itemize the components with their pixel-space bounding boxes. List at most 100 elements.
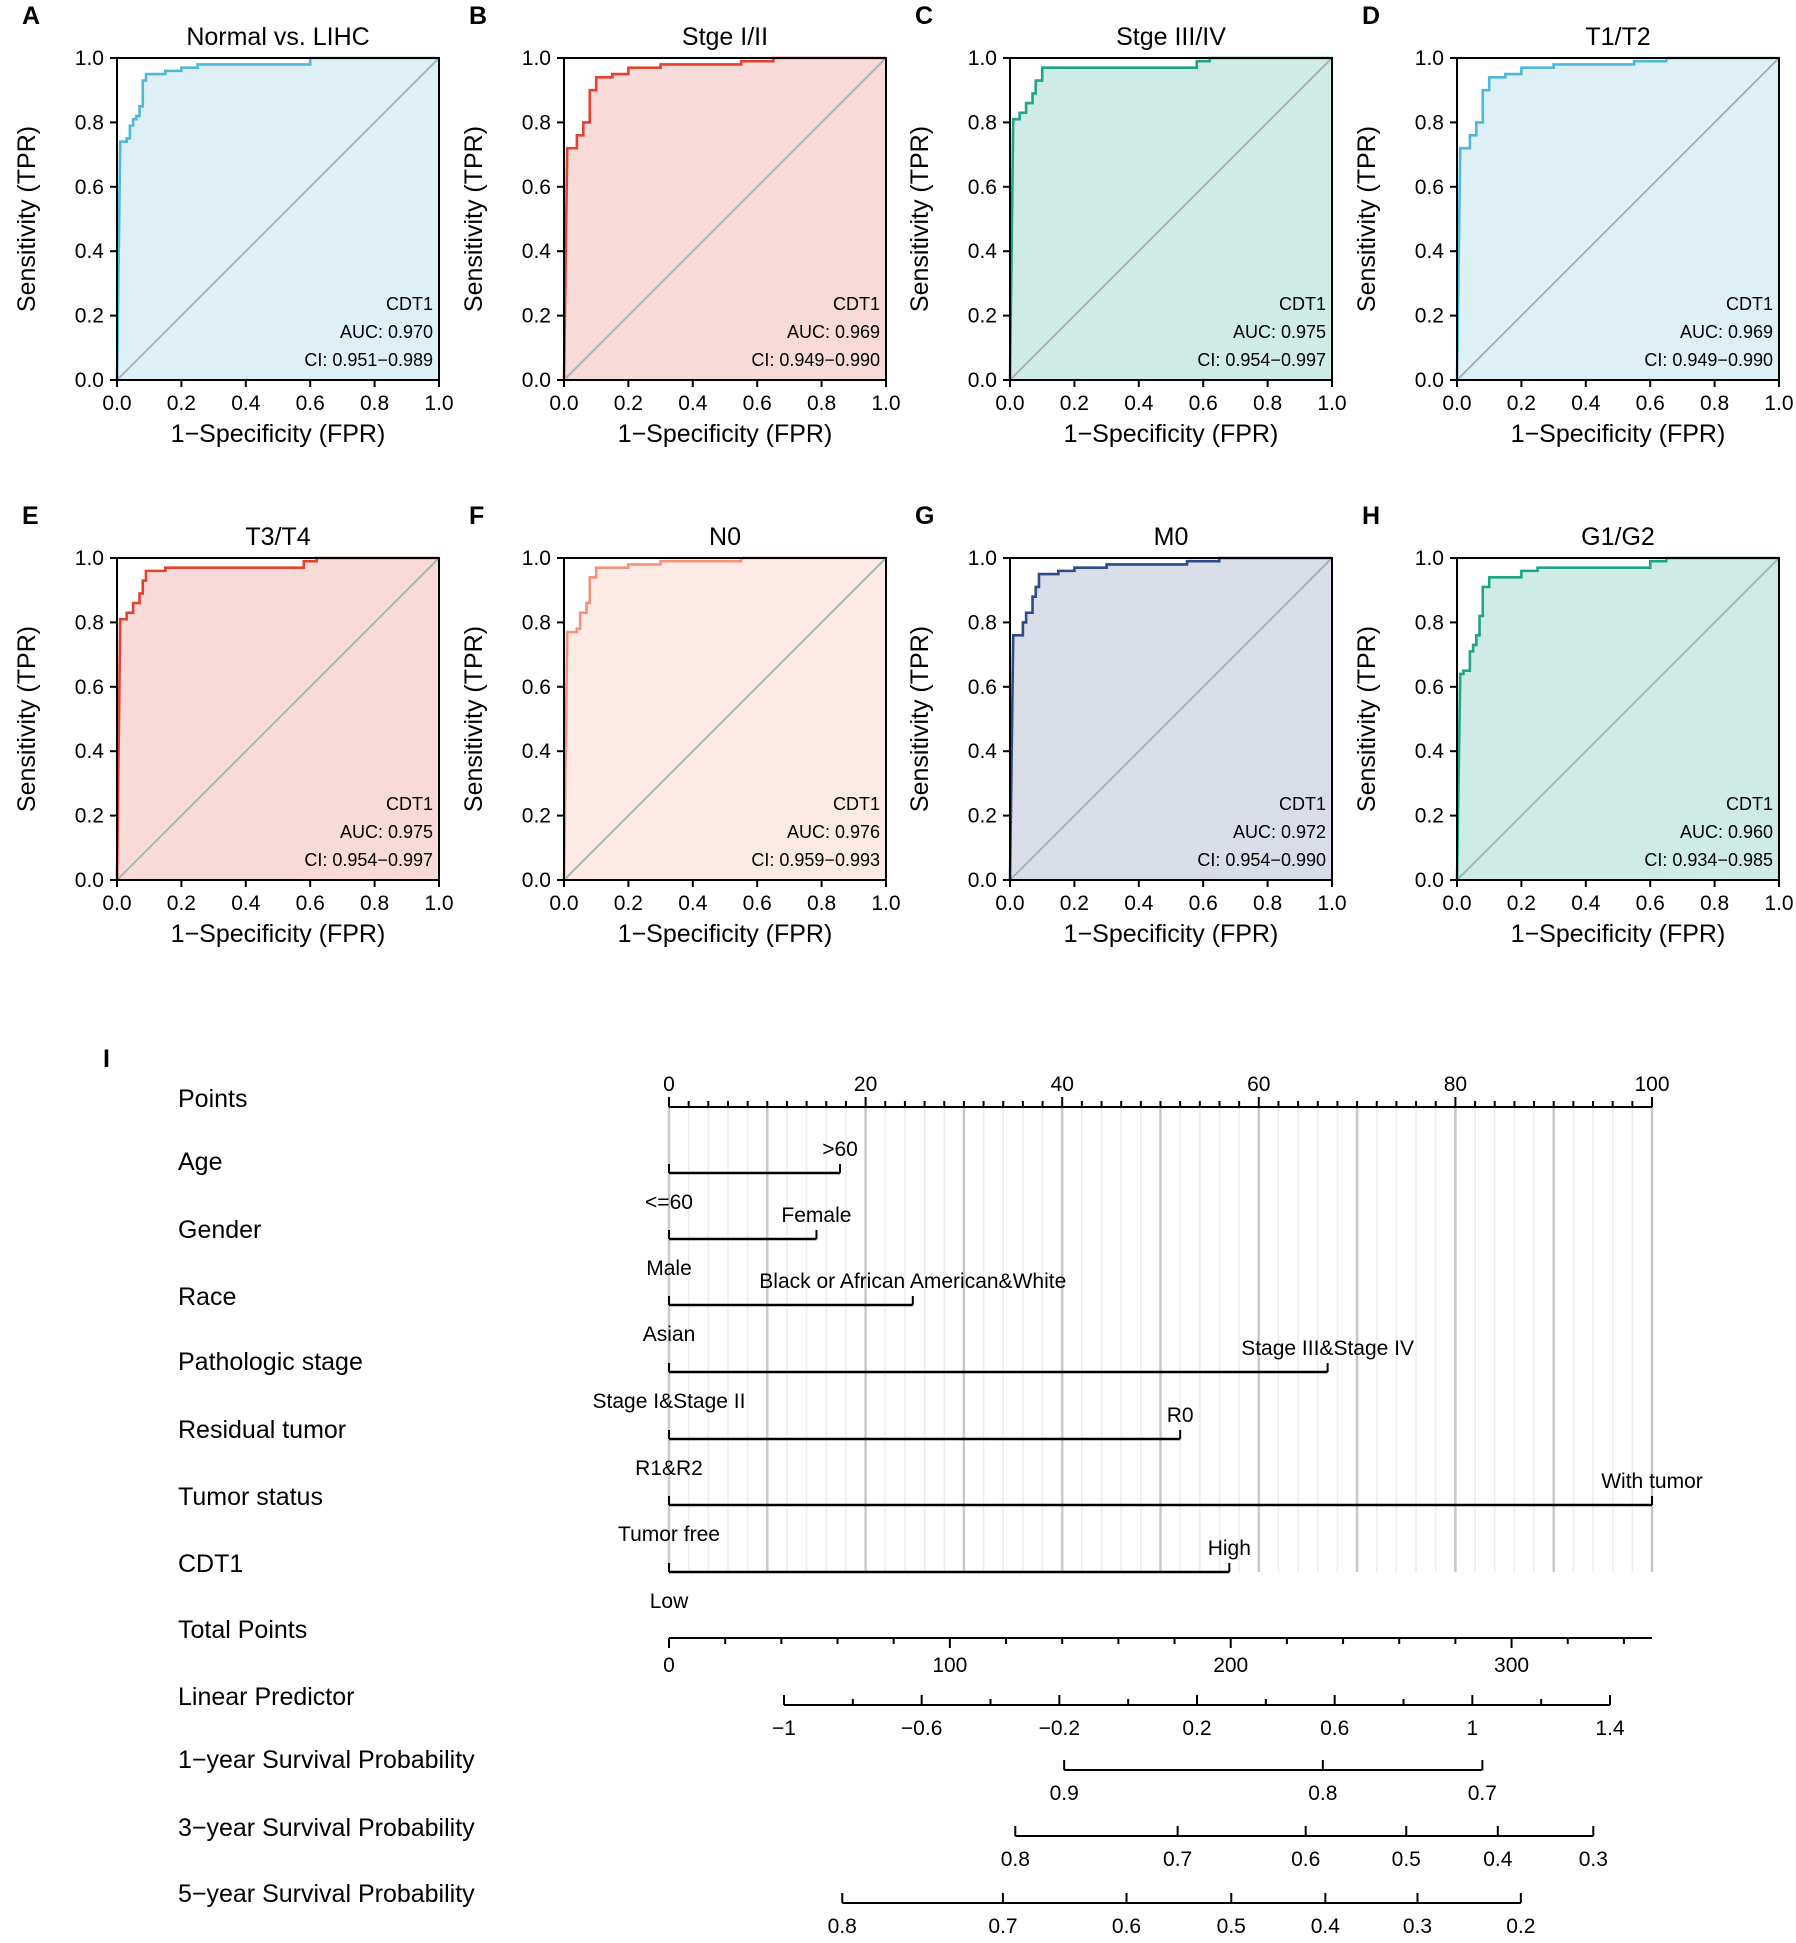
tick-label: 300 <box>1494 1654 1529 1677</box>
x-tick-label: 0.8 <box>1253 892 1282 915</box>
panel-title: Stge III/IV <box>1116 23 1226 51</box>
roc-curve <box>115 556 439 881</box>
factor-level-label: Tumor free <box>618 1523 720 1546</box>
auc-annotation-line: AUC: 0.969 <box>787 322 880 342</box>
plot-frame <box>1456 557 1780 881</box>
diagonal-reference-line <box>563 57 887 381</box>
tick-label: 0.7 <box>1468 1782 1497 1805</box>
tick-label: 0.6 <box>1320 1717 1349 1740</box>
panel-letter: B <box>469 2 487 30</box>
factor-level-label: Asian <box>643 1323 696 1346</box>
tick-label: 0.8 <box>1001 1848 1030 1871</box>
panel-title: M0 <box>1154 523 1189 551</box>
factor-level-label: With tumor <box>1601 1470 1703 1493</box>
auc-annotation-line: AUC: 0.975 <box>340 822 433 842</box>
x-tick-label: 0.2 <box>1507 892 1536 915</box>
y-tick-label: 0.2 <box>1415 305 1444 328</box>
x-tick-label: 0.0 <box>549 892 578 915</box>
factor-level-label: R0 <box>1167 1404 1194 1427</box>
x-tick-label: 0.2 <box>614 392 643 415</box>
nomogram-row: Race Black or African American&White Asian <box>178 1270 1066 1346</box>
y-tick-label: 0.0 <box>522 369 551 392</box>
y-axis-label: Sensitivity (TPR) <box>13 626 41 812</box>
tick-label: 0.3 <box>1403 1915 1432 1938</box>
panel-letter: F <box>469 502 484 530</box>
auc-annotation-line: AUC: 0.975 <box>1233 322 1326 342</box>
x-tick-label: 0.4 <box>1124 392 1154 415</box>
tick-label: 0.7 <box>988 1915 1017 1938</box>
roc-curve <box>1455 556 1779 881</box>
x-tick-label: 0.4 <box>678 392 708 415</box>
y-tick-label: 1.0 <box>75 47 104 70</box>
tick-label: 1.4 <box>1595 1717 1625 1740</box>
plot-frame <box>1456 57 1780 381</box>
y-tick-label: 0.8 <box>75 111 104 134</box>
roc-curve <box>115 56 439 381</box>
auc-annotation-line: AUC: 0.970 <box>340 322 433 342</box>
tick-label: 0.6 <box>1291 1848 1320 1871</box>
tick-label: 0.8 <box>1308 1782 1337 1805</box>
auc-annotation-line: CI: 0.949−0.990 <box>751 350 880 370</box>
auc-annotation-line: CDT1 <box>833 294 880 314</box>
y-tick-label: 0.6 <box>1415 676 1444 699</box>
row-label: Linear Predictor <box>178 1683 354 1711</box>
row-label: 1−year Survival Probability <box>178 1746 475 1774</box>
y-tick-label: 0.2 <box>522 305 551 328</box>
x-tick-label: 1.0 <box>871 892 900 915</box>
factor-level-label: Male <box>646 1257 692 1280</box>
row-label: 5−year Survival Probability <box>178 1880 475 1908</box>
x-tick-label: 0.6 <box>1189 392 1218 415</box>
y-tick-label: 0.8 <box>1415 611 1444 634</box>
tick-label: 60 <box>1247 1073 1270 1096</box>
tick-label: 20 <box>854 1073 877 1096</box>
tick-label: 100 <box>932 1654 967 1677</box>
auc-annotation-line: CI: 0.949−0.990 <box>1644 350 1773 370</box>
x-axis-label: 1−Specificity (FPR) <box>171 420 386 448</box>
x-tick-label: 1.0 <box>1317 892 1346 915</box>
x-tick-label: 0.8 <box>807 392 836 415</box>
x-tick-label: 0.6 <box>1636 892 1665 915</box>
nomogram-row: Points 0 20 40 60 80 100 <box>178 1073 1670 1113</box>
x-axis-label: 1−Specificity (FPR) <box>1064 420 1279 448</box>
x-tick-label: 0.6 <box>296 892 325 915</box>
panel-letter: D <box>1362 2 1380 30</box>
x-tick-label: 0.2 <box>614 892 643 915</box>
panel-title: Stge I/II <box>682 23 768 51</box>
x-tick-label: 0.4 <box>231 892 261 915</box>
y-axis-label: Sensitivity (TPR) <box>1353 126 1381 312</box>
factor-level-label: Low <box>650 1590 689 1613</box>
auc-annotation-line: CDT1 <box>1726 794 1773 814</box>
x-tick-label: 0.4 <box>1571 392 1601 415</box>
factor-level-label: High <box>1208 1537 1251 1560</box>
x-tick-label: 0.4 <box>1124 892 1154 915</box>
auc-annotation-line: AUC: 0.969 <box>1680 322 1773 342</box>
tick-label: −0.2 <box>1039 1717 1080 1740</box>
nomogram-row: Gender Female Male <box>178 1204 851 1280</box>
panel-title: T1/T2 <box>1585 23 1650 51</box>
tick-label: −1 <box>772 1717 796 1740</box>
x-tick-label: 0.4 <box>1571 892 1601 915</box>
factor-level-label: <=60 <box>645 1191 693 1214</box>
tick-label: 200 <box>1213 1654 1248 1677</box>
auc-annotation-line: CDT1 <box>833 794 880 814</box>
y-tick-label: 0.6 <box>968 176 997 199</box>
y-axis-label: Sensitivity (TPR) <box>906 126 934 312</box>
x-axis-label: 1−Specificity (FPR) <box>618 420 833 448</box>
factor-level-label: R1&R2 <box>635 1457 703 1480</box>
panel-title: N0 <box>709 523 741 551</box>
auc-annotation-line: CI: 0.954−0.997 <box>1197 350 1326 370</box>
panel-title: G1/G2 <box>1581 523 1655 551</box>
x-tick-label: 0.0 <box>995 392 1024 415</box>
tick-label: −0.6 <box>901 1717 942 1740</box>
panel-title: Normal vs. LIHC <box>186 23 369 51</box>
auc-annotation-line: CDT1 <box>1726 294 1773 314</box>
nomogram-row: CDT1 High Low <box>178 1537 1251 1613</box>
diagonal-reference-line <box>116 557 440 881</box>
y-tick-label: 0.0 <box>968 869 997 892</box>
nomogram-row: 3−year Survival Probability 0.8 0.7 0.6 0.5 0… <box>178 1814 1608 1871</box>
y-tick-label: 0.2 <box>75 305 104 328</box>
tick-label: 0.8 <box>828 1915 857 1938</box>
panel-title: T3/T4 <box>245 523 310 551</box>
y-tick-label: 0.4 <box>75 740 105 763</box>
y-tick-label: 1.0 <box>522 47 551 70</box>
